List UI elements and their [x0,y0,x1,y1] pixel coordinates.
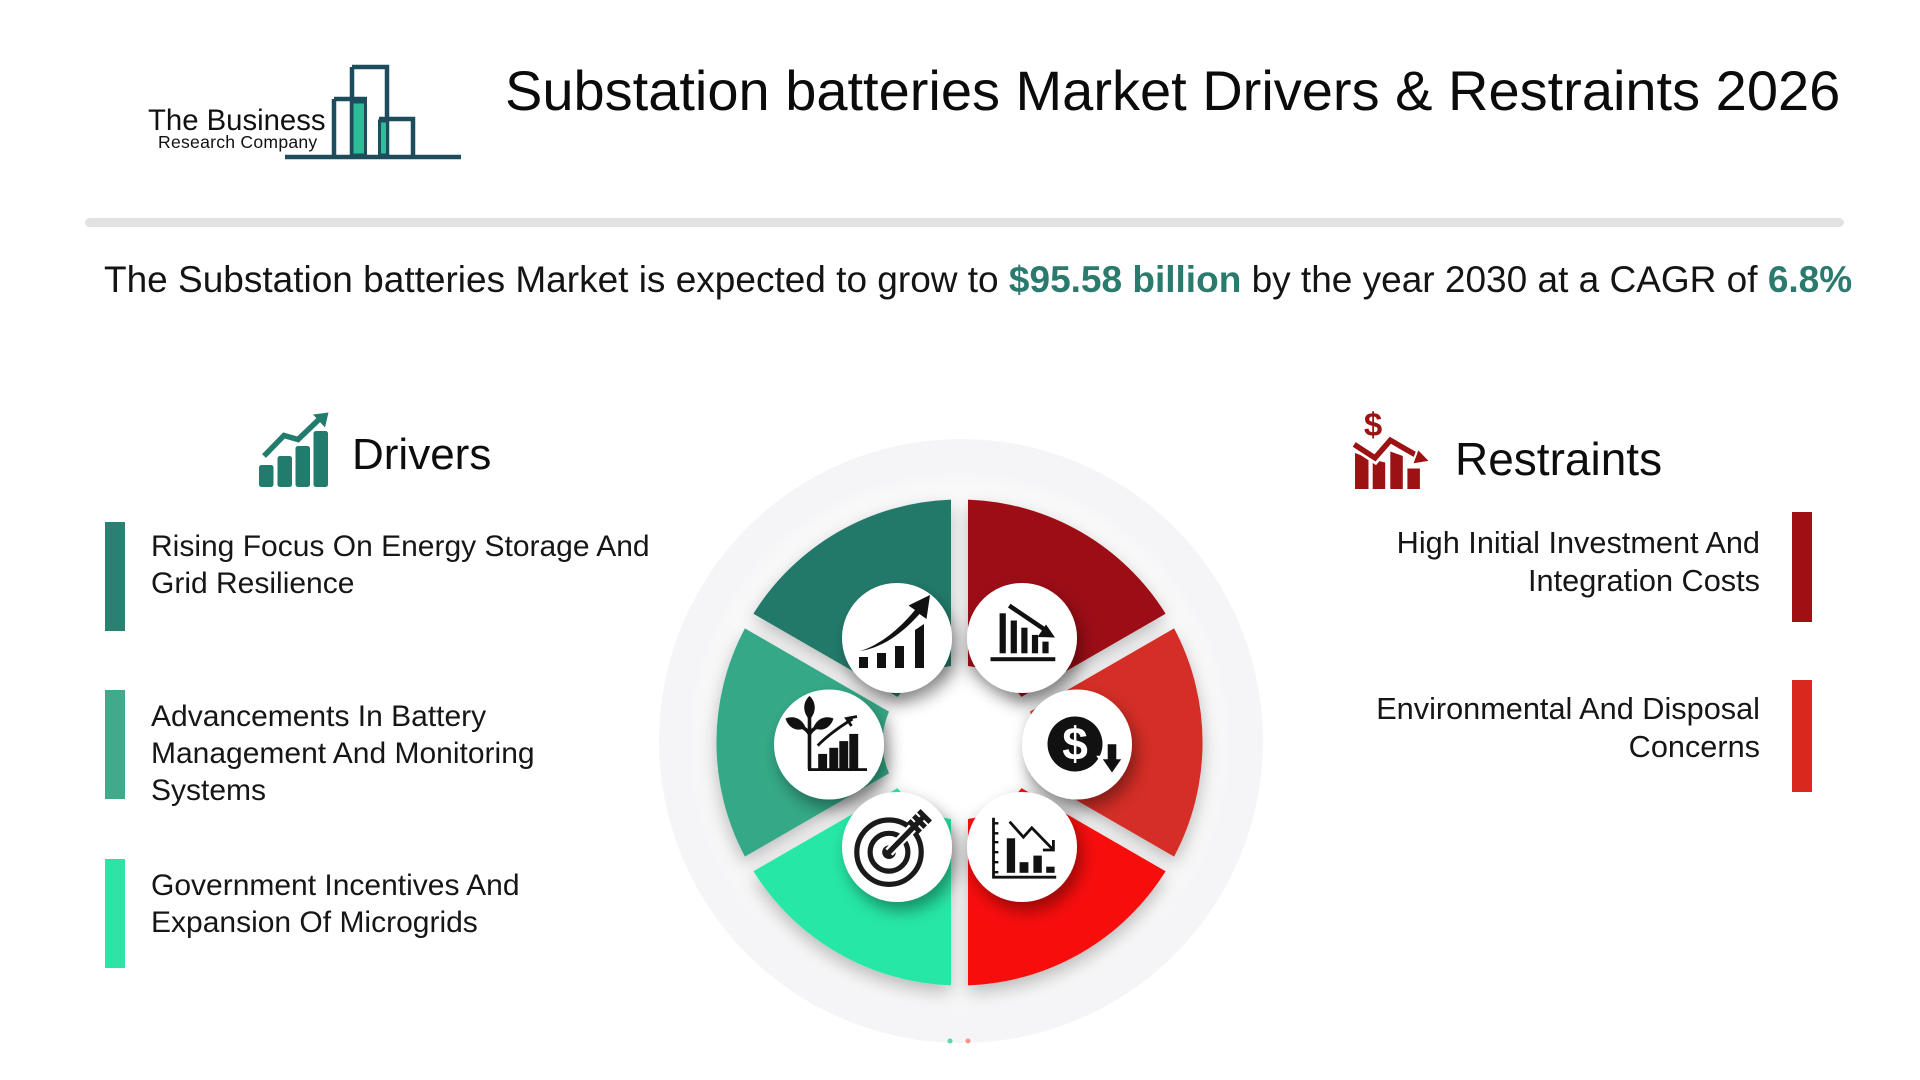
svg-text:$: $ [1062,718,1088,770]
svg-text:$: $ [1364,407,1382,443]
